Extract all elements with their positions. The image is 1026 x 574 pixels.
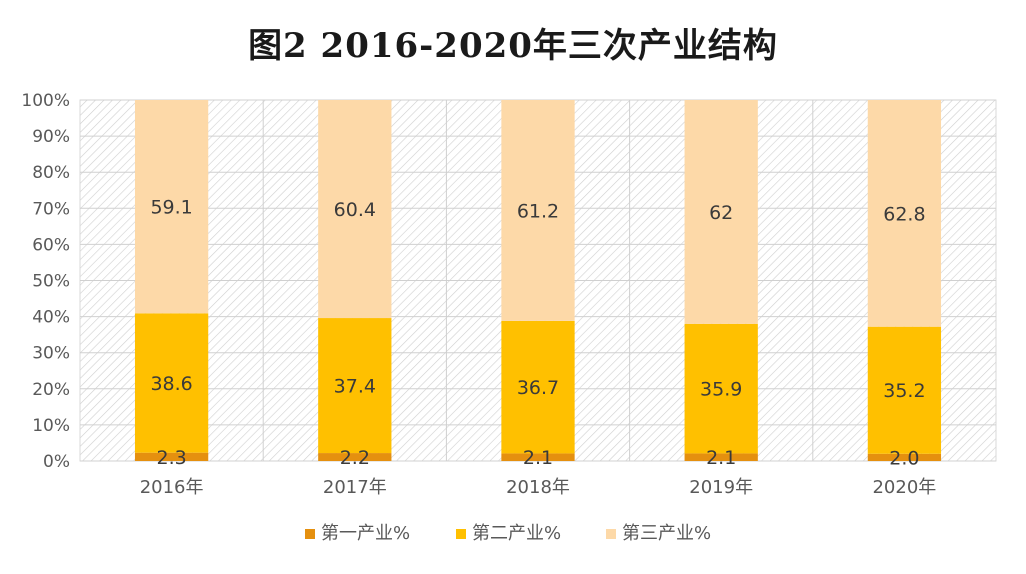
data-label: 62.8 (883, 203, 925, 225)
data-label: 2.1 (523, 447, 553, 469)
bar-segment-3-1 (134, 100, 209, 314)
legend-swatch (456, 529, 466, 539)
bar-segment-2-5 (867, 326, 942, 454)
x-axis: 2016年 2017年 2018年 2019年 2020年 (140, 477, 937, 498)
legend-label: 第二产业% (472, 523, 561, 544)
data-labels: 2.3 38.6 59.1 2.2 37.4 60.4 2.1 36.7 61.2 2.1 35.9… (150, 197, 925, 470)
bar-segment-2-3 (501, 320, 575, 454)
bar-segment-2-4 (684, 323, 758, 454)
data-label: 2.2 (340, 447, 370, 469)
legend-label: 第一产业% (321, 523, 410, 544)
data-label: 2.0 (889, 447, 919, 469)
y-tick-label: 100% (21, 91, 70, 111)
data-label: 38.6 (150, 373, 192, 395)
y-tick-label: 60% (32, 235, 70, 255)
legend-swatch (606, 529, 616, 539)
data-label: 2.1 (706, 447, 736, 469)
y-tick-label: 80% (32, 163, 70, 183)
data-label: 59.1 (150, 197, 192, 219)
legend-label: 第三产业% (622, 523, 711, 544)
y-tick-label: 50% (32, 272, 70, 292)
bar-segment-1-1 (134, 452, 209, 461)
x-tick-label: 2017年 (323, 477, 387, 498)
x-tick-label: 2018年 (506, 477, 570, 498)
y-tick-label: 0% (43, 452, 70, 472)
chart-title: 图2 2016-2020年三次产业结构 (248, 26, 778, 66)
data-label: 37.4 (334, 376, 376, 398)
y-tick-label: 30% (32, 344, 70, 364)
bar-segment-1-4 (684, 453, 758, 461)
data-label: 61.2 (517, 200, 559, 222)
bar-segment-2-1 (134, 313, 209, 453)
data-label: 35.9 (700, 379, 742, 401)
y-tick-label: 10% (32, 416, 70, 436)
bar-segment-3-2 (318, 100, 392, 319)
legend: 第一产业% 第二产业% 第三产业% (305, 523, 711, 544)
bar-segment-1-5 (867, 453, 942, 461)
bar-segment-1-2 (318, 453, 392, 461)
y-tick-label: 70% (32, 199, 70, 219)
y-tick-label: 20% (32, 380, 70, 400)
bar-segment-3-5 (867, 100, 942, 327)
y-tick-label: 40% (32, 308, 70, 328)
data-label: 35.2 (883, 380, 925, 402)
bar-segment-1-3 (501, 453, 575, 461)
legend-swatch (305, 529, 315, 539)
bars (134, 100, 942, 461)
data-label: 2.3 (156, 447, 186, 469)
x-tick-label: 2019年 (689, 477, 753, 498)
x-tick-label: 2020年 (872, 477, 936, 498)
bar-segment-2-2 (318, 318, 392, 454)
x-tick-label: 2016年 (140, 477, 204, 498)
data-label: 60.4 (334, 199, 376, 221)
bar-segment-3-3 (501, 100, 575, 321)
bar-segment-3-4 (684, 100, 758, 324)
data-label: 62 (709, 202, 733, 224)
y-axis: 0% 10% 20% 30% 40% 50% 60% 70% 80% 90% 100% (21, 91, 70, 472)
data-label: 36.7 (517, 377, 559, 399)
y-tick-label: 90% (32, 127, 70, 147)
